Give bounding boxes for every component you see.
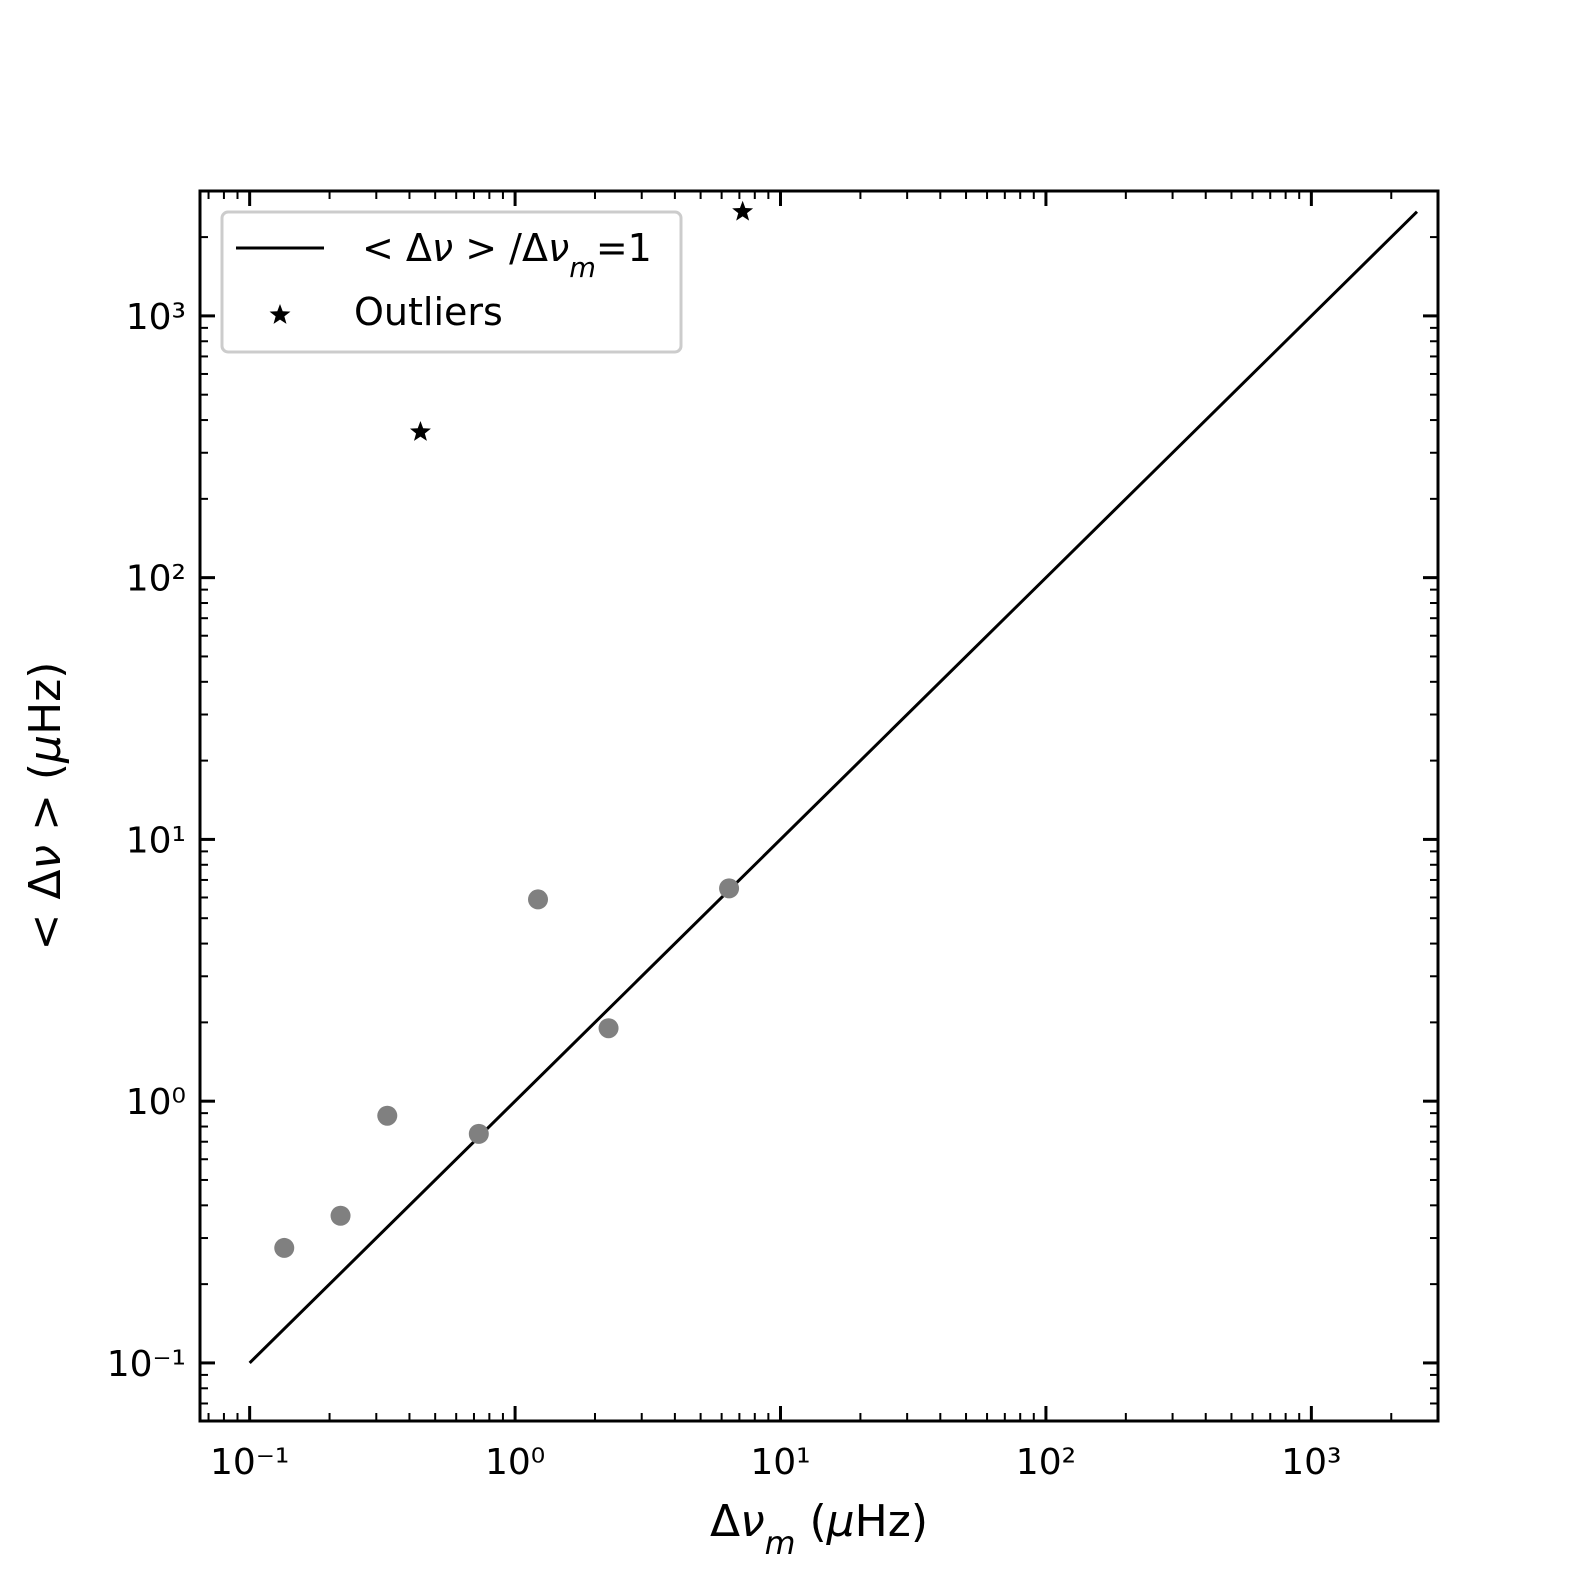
x-tick-label: 10³ (1281, 1442, 1341, 1483)
legend-star-marker (269, 304, 291, 324)
identity-line (248, 210, 1419, 1364)
data-point (377, 1105, 398, 1126)
y-tick-label: 10² (126, 559, 186, 600)
legend: < Δν > /Δνm=1 Outliers (220, 210, 683, 354)
x-tick-label: 10² (1016, 1442, 1076, 1483)
y-tick-label: 10¹ (126, 820, 186, 861)
y-tick-label: 10³ (126, 297, 186, 338)
x-tick-label: 10⁻¹ (210, 1442, 289, 1483)
data-point (528, 889, 549, 910)
data-point (468, 1123, 489, 1144)
series-layer (248, 200, 1419, 1364)
data-point (274, 1237, 295, 1258)
legend-outliers-label: Outliers (354, 290, 503, 334)
plot-frame (198, 189, 1440, 1423)
legend-box (220, 210, 683, 354)
x-tick-label: 10¹ (750, 1442, 810, 1483)
major-ticks (200, 191, 1438, 1421)
data-point (719, 878, 740, 899)
x-axis-title: Δνm (μHz) (710, 1496, 928, 1562)
legend-line-label: < Δν > /Δνm=1 (362, 226, 652, 284)
tick-labels: 10⁻¹ 10⁰ 10¹ 10² 10³ 10⁻¹ 10⁰ 10¹ 10² 10³ (107, 297, 1342, 1483)
y-tick-label: 10⁰ (126, 1082, 186, 1123)
outlier-star (409, 421, 431, 441)
legend-star-swatch (269, 304, 291, 324)
data-point (598, 1018, 619, 1039)
data-point (330, 1205, 351, 1226)
y-axis-title: < Δν > (μHz) (20, 662, 71, 951)
x-tick-label: 10⁰ (485, 1442, 545, 1483)
y-tick-label: 10⁻¹ (107, 1344, 186, 1385)
outlier-star (732, 200, 754, 221)
